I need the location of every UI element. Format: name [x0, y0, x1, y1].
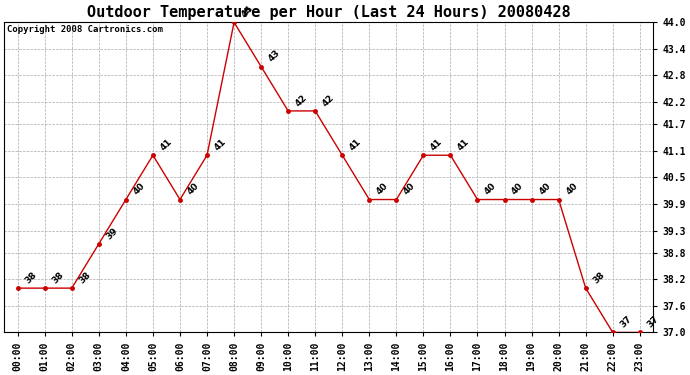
Text: 41: 41	[456, 137, 471, 153]
Text: 40: 40	[402, 182, 417, 197]
Text: Copyright 2008 Cartronics.com: Copyright 2008 Cartronics.com	[8, 26, 164, 34]
Text: 37: 37	[645, 314, 660, 330]
Text: 42: 42	[294, 93, 309, 108]
Text: 41: 41	[213, 137, 228, 153]
Text: 40: 40	[186, 182, 201, 197]
Text: 44: 44	[239, 4, 255, 20]
Text: 42: 42	[321, 93, 336, 108]
Text: 37: 37	[618, 314, 633, 330]
Text: 38: 38	[50, 270, 66, 285]
Text: 40: 40	[483, 182, 498, 197]
Text: 41: 41	[159, 137, 174, 153]
Text: 41: 41	[348, 137, 363, 153]
Text: 40: 40	[537, 182, 553, 197]
Text: 39: 39	[104, 226, 119, 241]
Text: 40: 40	[131, 182, 147, 197]
Text: 38: 38	[591, 270, 607, 285]
Text: 38: 38	[23, 270, 39, 285]
Text: 43: 43	[266, 48, 282, 64]
Text: 40: 40	[564, 182, 580, 197]
Text: 40: 40	[375, 182, 390, 197]
Text: 41: 41	[429, 137, 444, 153]
Text: 40: 40	[510, 182, 525, 197]
Text: 38: 38	[77, 270, 92, 285]
Title: Outdoor Temperature per Hour (Last 24 Hours) 20080428: Outdoor Temperature per Hour (Last 24 Ho…	[87, 5, 571, 20]
